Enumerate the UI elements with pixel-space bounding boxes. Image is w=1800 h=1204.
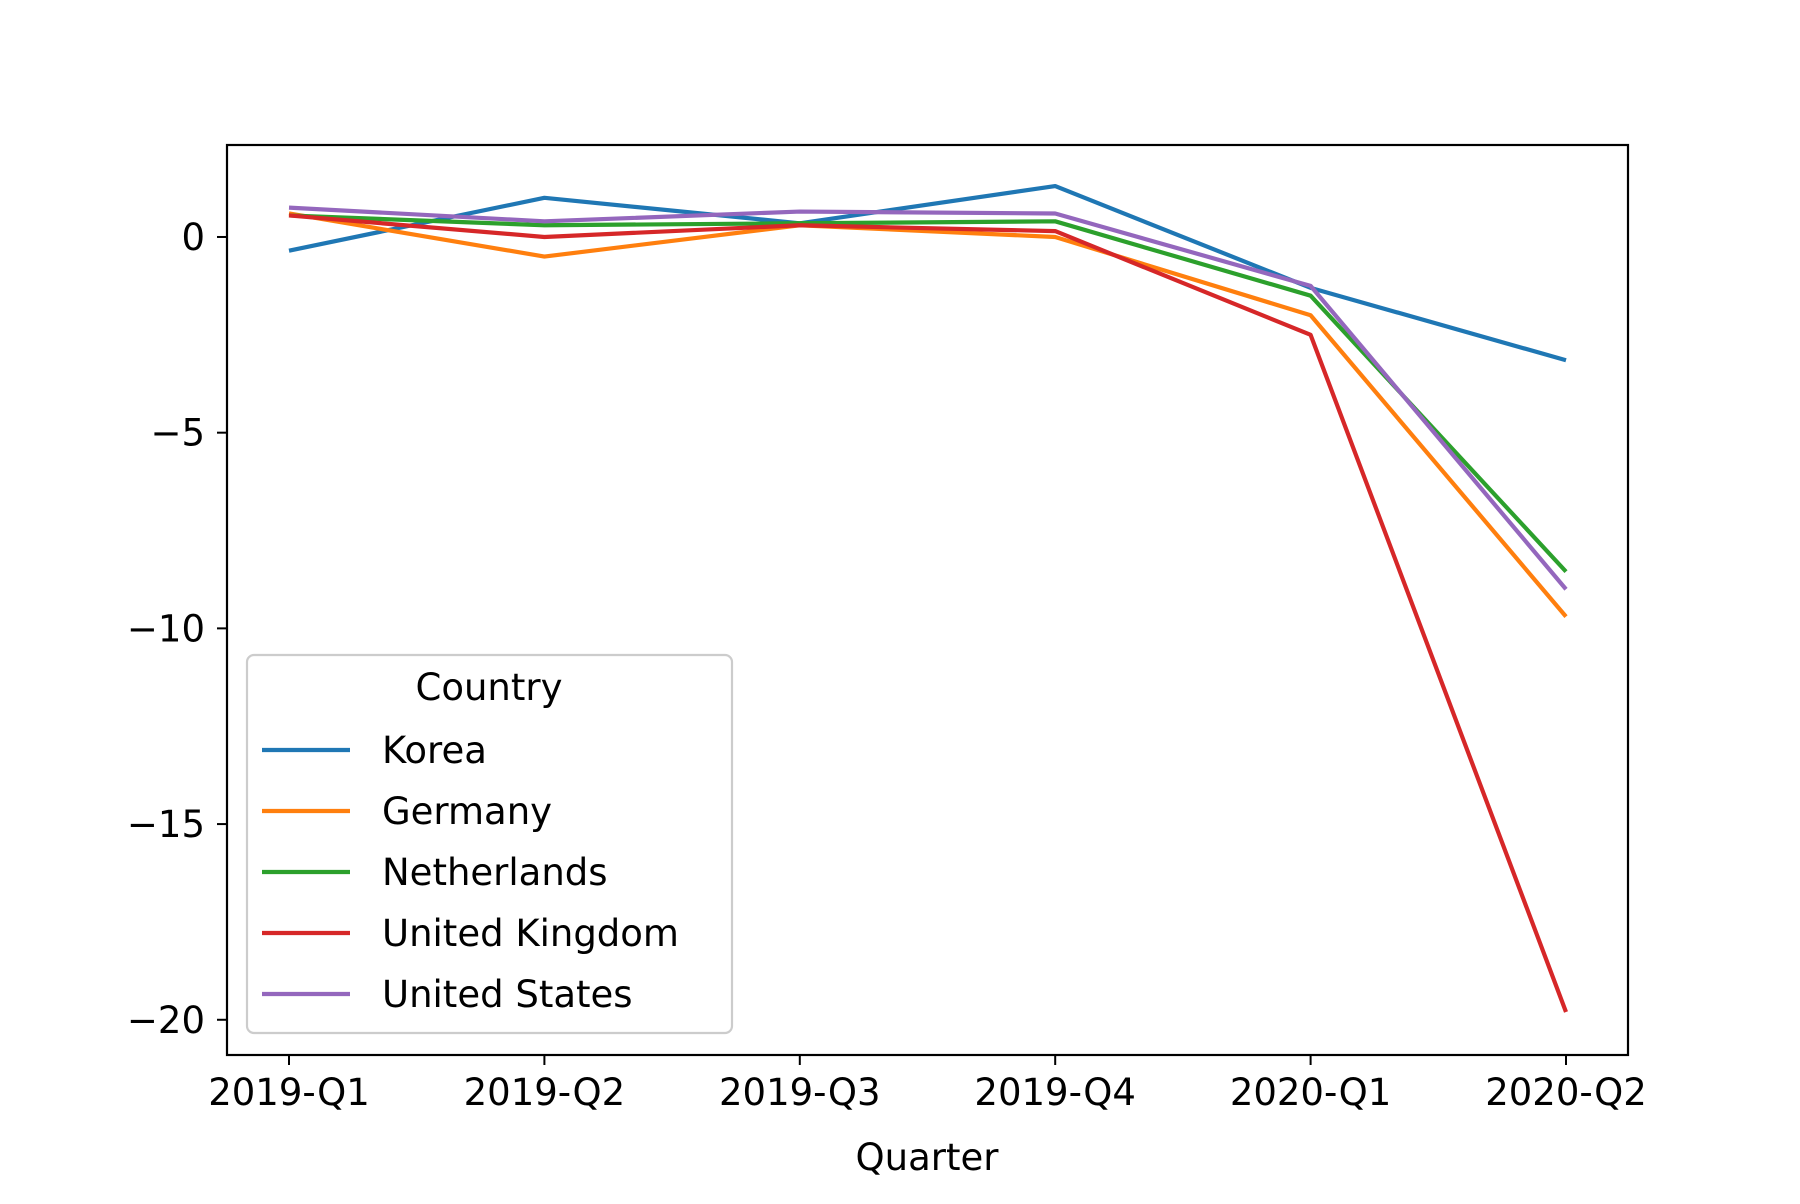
x-tick-label: 2020-Q1 [1230, 1071, 1392, 1114]
series-line-2 [288, 211, 1568, 618]
legend-entry-label: Netherlands [382, 851, 608, 894]
plot-frame [225, 143, 1630, 1057]
y-axis: 0 −5 −10 −15 −20 [127, 216, 227, 1042]
legend-entry-label: Korea [382, 729, 487, 772]
legend-entry-label: Germany [382, 790, 552, 833]
x-tick-label: 2019-Q2 [464, 1071, 626, 1114]
x-tick-label: 2019-Q1 [208, 1071, 370, 1114]
y-tick-label: 0 [181, 216, 205, 259]
legend: Country Korea Germany Netherlands United Ki… [245, 653, 734, 1035]
series-lines [288, 184, 1568, 1013]
legend-title: Country [416, 666, 563, 709]
x-tick-label: 2019-Q4 [974, 1071, 1136, 1114]
series-line-4 [288, 213, 1568, 1013]
series-line-5 [288, 205, 1568, 591]
y-tick-label: −5 [150, 412, 205, 455]
series-line-3 [288, 213, 1568, 574]
series-line-1 [288, 184, 1567, 363]
x-axis: 2019-Q1 2019-Q2 2019-Q3 2019-Q4 2020-Q1 2020-… [208, 1055, 1647, 1114]
y-tick-label: −15 [127, 803, 205, 846]
y-tick-label: −10 [127, 607, 205, 650]
x-tick-label: 2020-Q2 [1485, 1071, 1647, 1114]
legend-box [245, 653, 734, 1035]
legend-entry-label: United States [382, 973, 633, 1016]
x-tick-label: 2019-Q3 [719, 1071, 881, 1114]
legend-entry-label: United Kingdom [382, 912, 679, 955]
x-axis-label: Quarter [856, 1136, 1000, 1179]
y-tick-label: −20 [127, 999, 205, 1042]
